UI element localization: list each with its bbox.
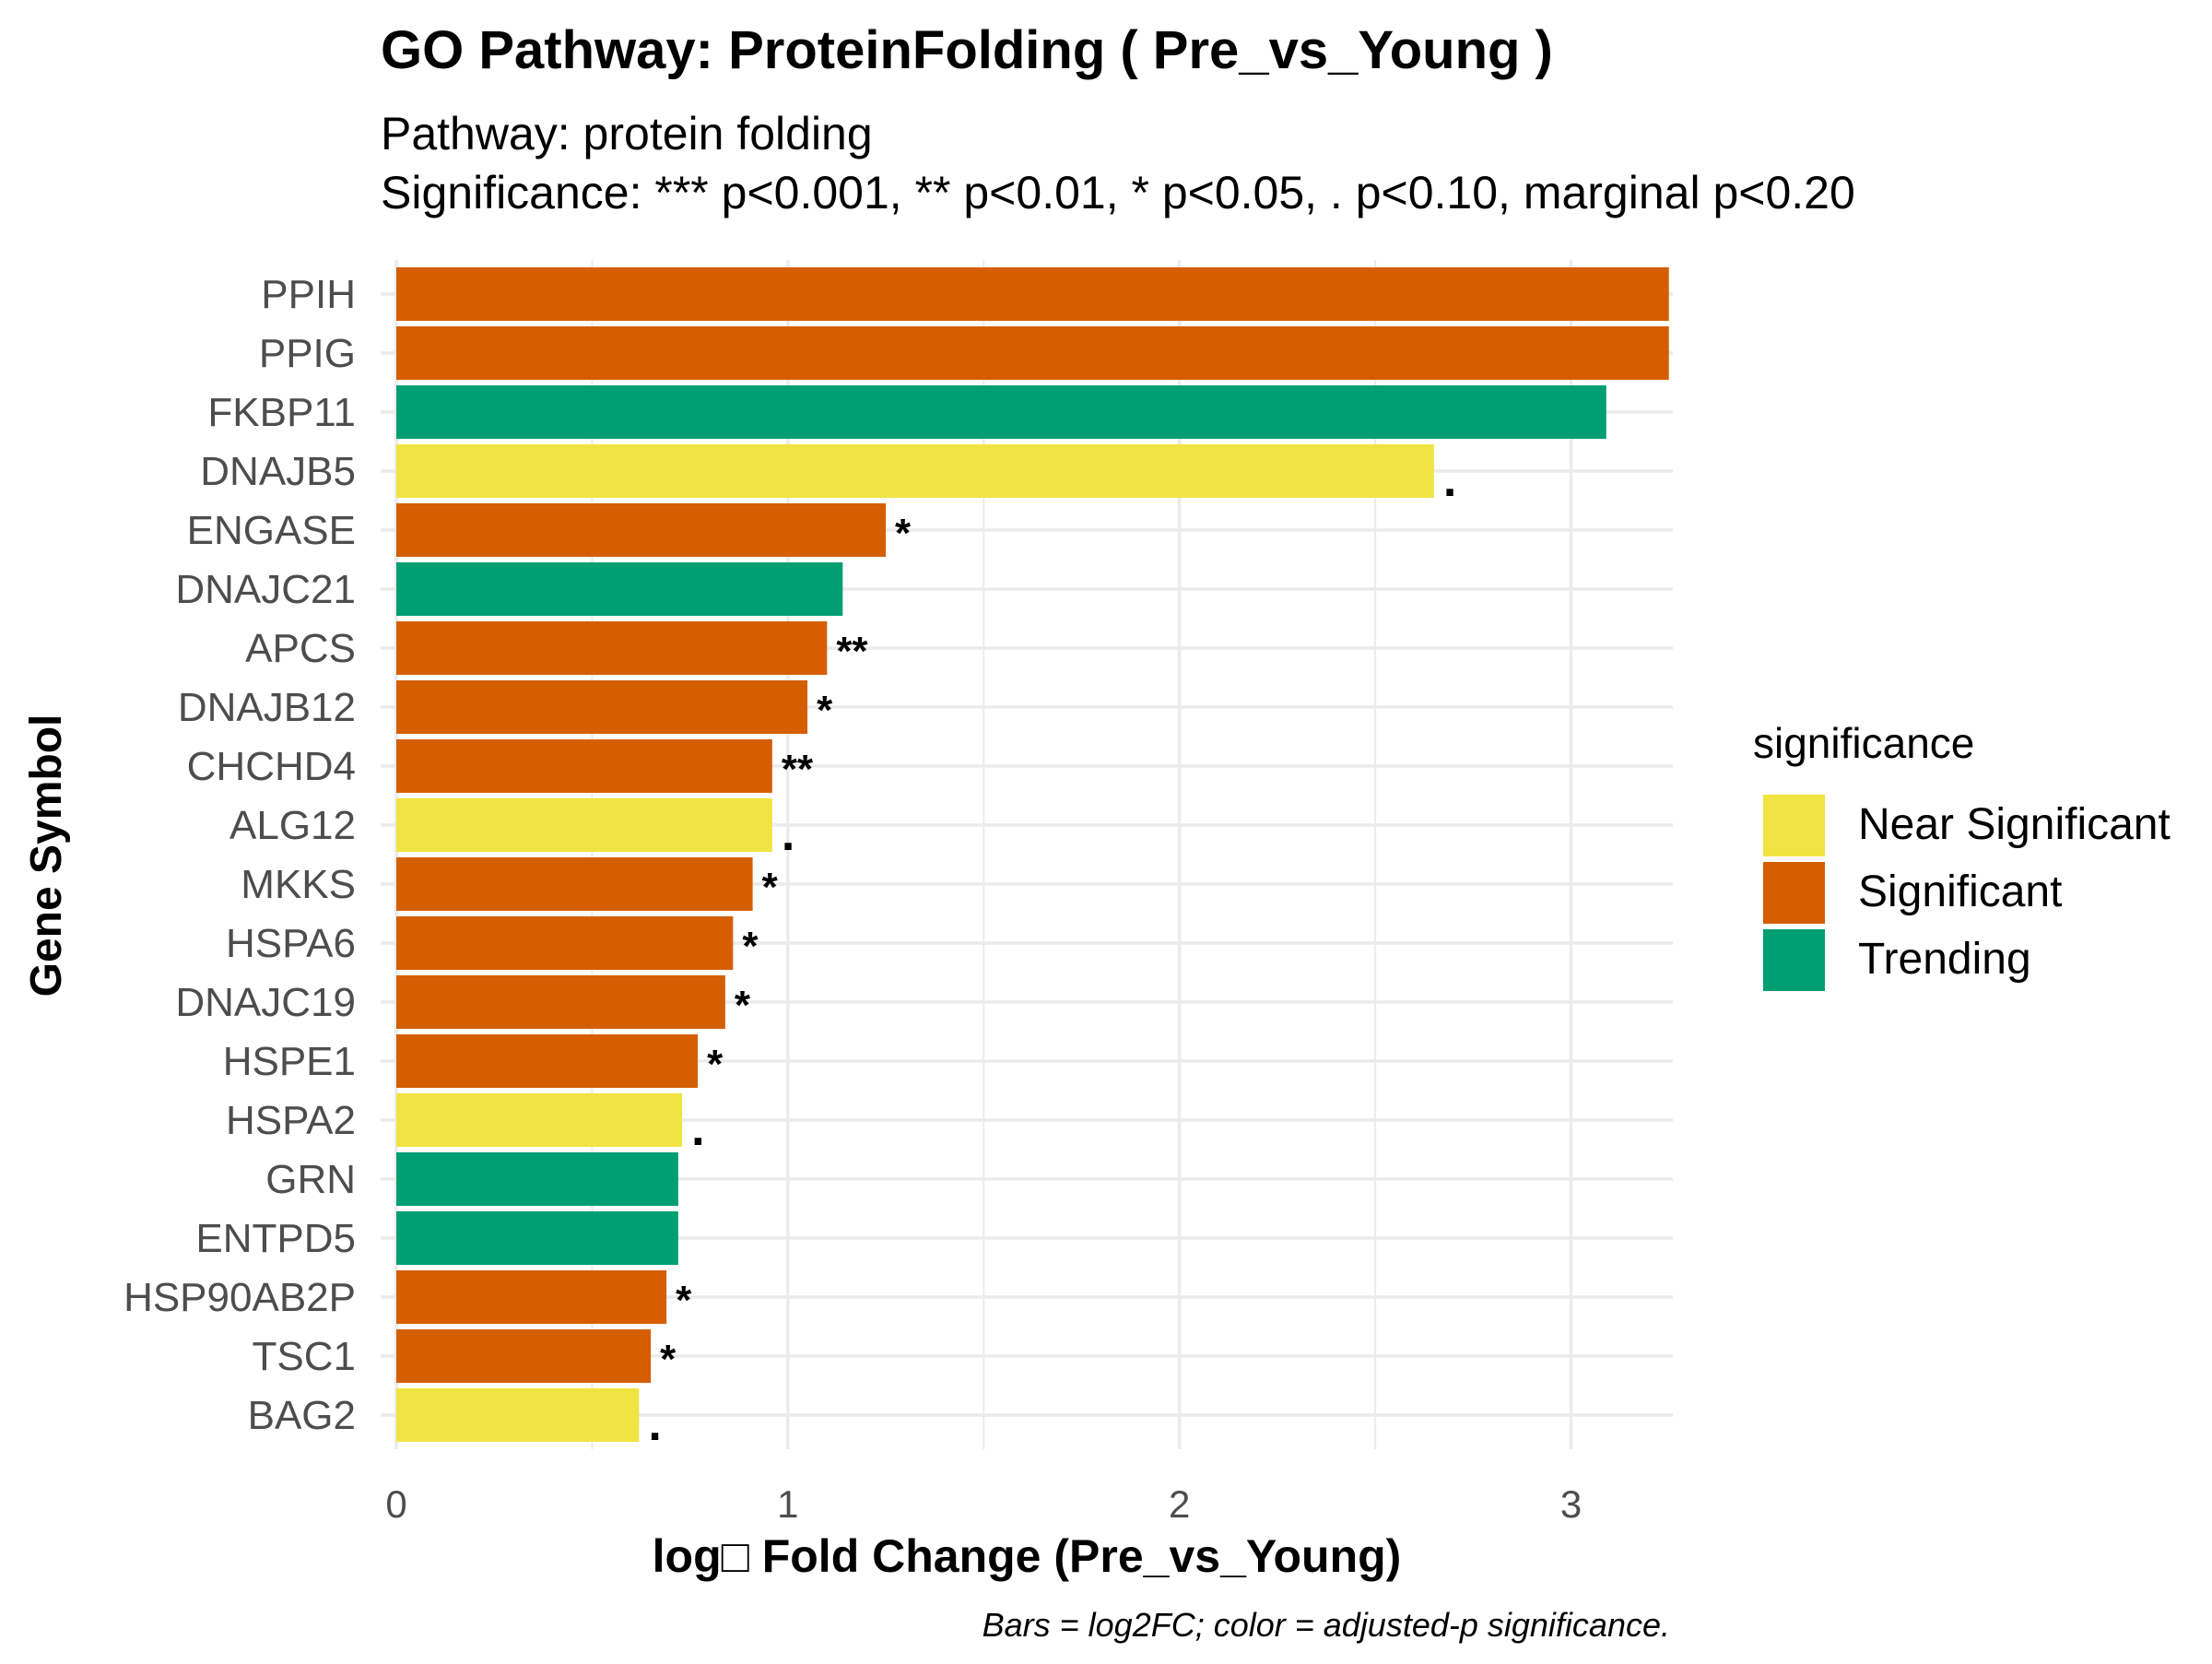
bar-dnajb12	[395, 680, 808, 734]
bar-fkbp11	[395, 385, 1606, 439]
bar-tsc1	[395, 1329, 652, 1383]
y-tick-label: FKBP11	[207, 390, 356, 435]
significance-marker: .	[1443, 454, 1456, 507]
significance-marker: .	[648, 1398, 661, 1451]
significance-marker: .	[782, 808, 794, 861]
y-tick-label: PPIG	[259, 331, 356, 376]
significance-marker: .	[691, 1103, 704, 1156]
legend-title: significance	[1753, 719, 1974, 767]
bar-entpd5	[395, 1211, 678, 1265]
y-tick-label: APCS	[245, 626, 356, 671]
legend-swatch	[1763, 929, 1825, 991]
y-tick-label: DNAJC21	[175, 567, 356, 612]
y-tick-label: DNAJC19	[175, 980, 356, 1025]
bar-ppig	[395, 326, 1669, 380]
y-axis-title: Gene Symbol	[22, 714, 71, 997]
y-tick-label: HSP90AB2P	[124, 1275, 356, 1320]
bar-hsp90ab2p	[395, 1270, 667, 1324]
significance-marker: **	[836, 629, 868, 674]
y-tick-label: GRN	[265, 1157, 356, 1202]
significance-marker: *	[762, 865, 779, 910]
x-tick-label: 2	[1169, 1482, 1190, 1526]
significance-marker: **	[782, 747, 814, 792]
chart-subtitle-line-1: Pathway: protein folding	[381, 108, 873, 159]
significance-marker: *	[817, 688, 833, 733]
bar-dnajb5	[395, 444, 1434, 498]
x-tick-label: 3	[1560, 1482, 1582, 1526]
bar-dnajc19	[395, 975, 725, 1029]
bar-hspe1	[395, 1034, 699, 1088]
y-tick-label: DNAJB12	[178, 685, 356, 730]
y-tick-label: DNAJB5	[200, 449, 356, 494]
bar-hspa2	[395, 1093, 683, 1147]
x-tick-label: 0	[385, 1482, 406, 1526]
legend-label: Near Significant	[1858, 800, 2171, 849]
bar-ppih	[395, 267, 1669, 321]
significance-marker: *	[676, 1278, 692, 1323]
y-tick-label: HSPE1	[223, 1039, 356, 1084]
y-tick-label: ENGASE	[187, 508, 356, 553]
y-tick-label: CHCHD4	[187, 744, 356, 789]
y-tick-label: ENTPD5	[195, 1216, 356, 1261]
bar-dnajc21	[395, 562, 843, 616]
y-tick-label: ALG12	[229, 803, 356, 848]
y-tick-label: HSPA2	[226, 1098, 356, 1143]
bar-engase	[395, 503, 887, 557]
bars	[395, 267, 1669, 1442]
bar-alg12	[395, 798, 772, 852]
legend-label: Significant	[1858, 867, 2062, 916]
x-axis-title: log□ Fold Change (Pre_vs_Young)	[653, 1530, 1402, 1582]
significance-marker: *	[742, 924, 759, 969]
y-tick-label: HSPA6	[226, 921, 356, 966]
significance-marker: *	[735, 983, 751, 1028]
bar-bag2	[395, 1388, 640, 1442]
y-tick-label: TSC1	[253, 1334, 356, 1379]
bar-apcs	[395, 621, 828, 675]
y-tick-label: MKKS	[241, 862, 356, 907]
legend-items: Near Significant Significant Trending	[1763, 795, 2171, 991]
bar-mkks	[395, 857, 753, 911]
bar-chchd4	[395, 739, 772, 793]
legend-swatch	[1763, 795, 1825, 856]
bar-hspa6	[395, 916, 734, 970]
x-tick-label: 1	[777, 1482, 798, 1526]
y-tick-label: PPIH	[261, 272, 356, 317]
labels: 0 1 2 3 PPIH PPIG FKBP11 DNAJB5 . ENGASE * DNAJC21 A…	[124, 272, 1582, 1526]
bar-grn	[395, 1152, 678, 1206]
legend: significance Near Significant Significant…	[1753, 719, 2171, 991]
significance-marker: *	[707, 1042, 724, 1087]
chart-caption: Bars = log2FC; color = adjusted-p signif…	[982, 1606, 1670, 1644]
y-tick-label: BAG2	[248, 1393, 356, 1438]
significance-marker: *	[895, 511, 912, 556]
chart-subtitle-line-2: Significance: *** p<0.001, ** p<0.01, * …	[381, 167, 1855, 218]
significance-marker: *	[660, 1337, 677, 1382]
chart-title: GO Pathway: ProteinFolding ( Pre_vs_Youn…	[381, 20, 1553, 80]
legend-swatch	[1763, 862, 1825, 924]
legend-label: Trending	[1858, 935, 2031, 984]
